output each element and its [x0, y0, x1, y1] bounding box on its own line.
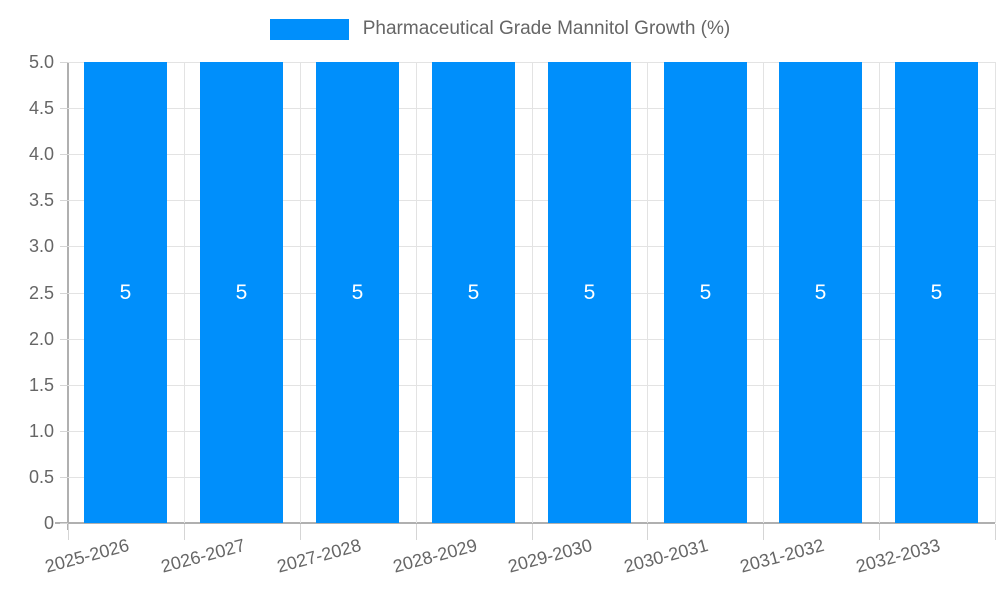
- bar-value-label: 5: [930, 280, 943, 304]
- legend-label: Pharmaceutical Grade Mannitol Growth (%): [362, 18, 731, 39]
- bar[interactable]: 5: [779, 62, 862, 523]
- bar-value-label: 5: [235, 280, 248, 304]
- y-axis-tick-label: 3.5: [28, 190, 54, 210]
- bar-value-label: 5: [351, 280, 364, 304]
- gridline-vertical: [300, 62, 301, 523]
- bar-value-label: 5: [699, 280, 712, 304]
- y-axis-tick: [60, 385, 68, 386]
- gridline-vertical: [532, 62, 533, 523]
- gridline-vertical: [879, 62, 880, 523]
- y-axis-tick-label: 2.0: [28, 329, 54, 349]
- y-axis-tick-label: 3.0: [28, 236, 54, 256]
- y-axis-tick-label: 1.0: [28, 421, 54, 441]
- x-axis-tick: [879, 524, 880, 540]
- y-axis-tick-label: 1.5: [28, 375, 54, 395]
- bar-value-label: 5: [119, 280, 132, 304]
- y-axis-tick: [60, 523, 68, 524]
- legend-item[interactable]: Pharmaceutical Grade Mannitol Growth (%): [0, 18, 1000, 40]
- gridline-vertical: [647, 62, 648, 523]
- y-axis-tick: [60, 431, 68, 432]
- y-axis-tick-label: 0.5: [28, 467, 54, 487]
- x-axis-tick: [647, 524, 648, 540]
- gridline-horizontal: [68, 431, 995, 432]
- bar[interactable]: 5: [316, 62, 399, 523]
- gridline-horizontal: [68, 293, 995, 294]
- x-axis-tick: [300, 524, 301, 540]
- x-axis-tick: [763, 524, 764, 540]
- x-axis-tick: [416, 524, 417, 540]
- bar[interactable]: 5: [200, 62, 283, 523]
- y-axis-tick-label: 0: [43, 513, 54, 533]
- y-axis-tick-label: 4.5: [28, 98, 54, 118]
- gridline-horizontal: [68, 200, 995, 201]
- x-axis-tick: [995, 524, 996, 540]
- bar[interactable]: 5: [84, 62, 167, 523]
- bar-value-label: 5: [467, 280, 480, 304]
- bar[interactable]: 5: [432, 62, 515, 523]
- gridline-horizontal: [68, 477, 995, 478]
- y-axis-line: [67, 62, 69, 530]
- y-axis-tick: [60, 339, 68, 340]
- bar-value-label: 5: [583, 280, 596, 304]
- x-axis-tick: [68, 524, 69, 540]
- y-axis-tick: [60, 293, 68, 294]
- bar-value-label: 5: [814, 280, 827, 304]
- x-axis-tick: [532, 524, 533, 540]
- y-axis-tick: [60, 246, 68, 247]
- y-axis-tick-label: 5.0: [28, 52, 54, 72]
- gridline-vertical: [995, 62, 996, 523]
- y-axis-tick: [60, 477, 68, 478]
- gridline-horizontal: [68, 246, 995, 247]
- x-axis-line: [55, 522, 995, 524]
- gridline-vertical: [184, 62, 185, 523]
- bar[interactable]: 5: [548, 62, 631, 523]
- gridline-horizontal: [68, 154, 995, 155]
- y-axis-tick-label: 2.5: [28, 283, 54, 303]
- legend-swatch: [269, 18, 349, 40]
- y-axis-tick: [60, 108, 68, 109]
- bar[interactable]: 5: [664, 62, 747, 523]
- gridline-vertical: [416, 62, 417, 523]
- x-axis-tick: [184, 524, 185, 540]
- y-axis-tick: [60, 62, 68, 63]
- bar[interactable]: 5: [895, 62, 978, 523]
- gridline-horizontal: [68, 385, 995, 386]
- gridline-horizontal: [68, 339, 995, 340]
- gridline-horizontal: [68, 108, 995, 109]
- gridline-horizontal: [68, 62, 995, 63]
- y-axis-tick: [60, 154, 68, 155]
- gridline-vertical: [763, 62, 764, 523]
- y-axis-tick-label: 4.0: [28, 144, 54, 164]
- y-axis-tick: [60, 200, 68, 201]
